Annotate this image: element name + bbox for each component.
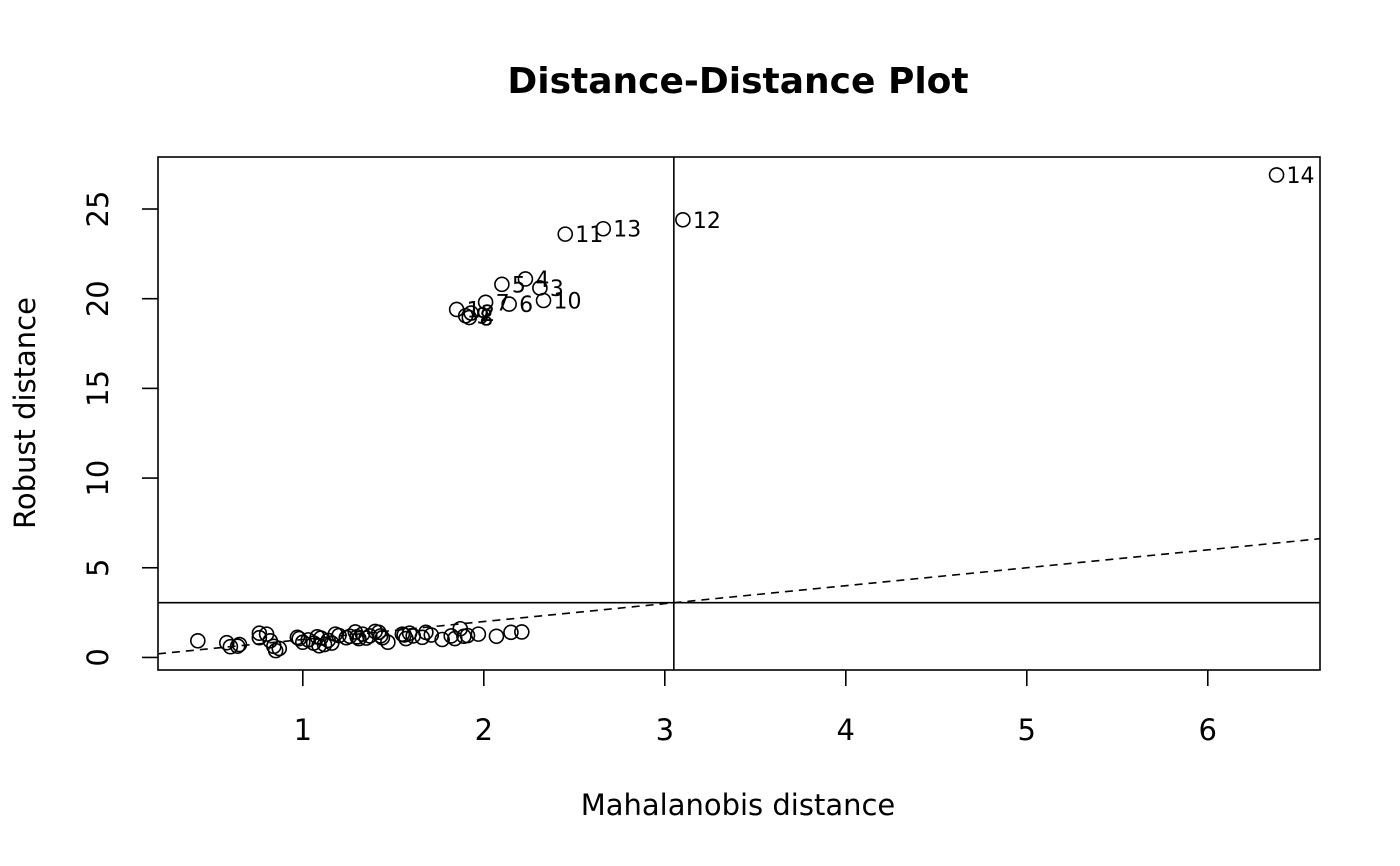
- outlier-label: 10: [554, 289, 582, 314]
- y-tick-label: 20: [81, 280, 115, 317]
- x-tick-label: 6: [1199, 713, 1217, 747]
- outlier-point: [595, 220, 612, 237]
- data-point: [331, 627, 347, 644]
- identity-reference-line: [157, 537, 1321, 655]
- x-tick-label: 4: [837, 713, 855, 747]
- x-tick-label: 2: [475, 713, 493, 747]
- x-axis-label: Mahalanobis distance: [581, 788, 896, 822]
- data-point: [316, 636, 333, 653]
- y-tick-label: 5: [81, 559, 115, 577]
- outlier-label: 6: [519, 293, 533, 318]
- y-axis-label: Robust distance: [8, 297, 42, 529]
- y-tick-label: 15: [81, 370, 115, 407]
- chart-title: Distance-Distance Plot: [507, 61, 968, 102]
- outlier-point: [675, 211, 691, 228]
- outlier-label: 11: [575, 223, 603, 248]
- x-tick-label: 1: [294, 713, 312, 747]
- data-point: [423, 627, 440, 643]
- data-point: [190, 632, 206, 649]
- outlier-label: 4: [535, 268, 549, 293]
- data-point: [351, 630, 367, 647]
- y-axis: 0 5 10 15 20 25: [81, 191, 158, 667]
- y-tick-label: 0: [81, 648, 115, 666]
- outlier-label: 8: [479, 307, 493, 332]
- outlier-label: 14: [1287, 164, 1315, 189]
- data-point: [434, 631, 450, 648]
- data-points: [190, 167, 1285, 659]
- outlier-label: 13: [613, 218, 641, 243]
- data-point: [267, 642, 284, 659]
- y-tick-label: 10: [81, 460, 115, 497]
- x-tick-label: 5: [1018, 713, 1036, 747]
- outlier-label: 9: [476, 305, 490, 330]
- x-tick-label: 3: [656, 713, 674, 747]
- data-point: [459, 627, 476, 644]
- data-point: [229, 638, 246, 654]
- data-point: [271, 640, 288, 657]
- plot-frame: [157, 156, 1321, 671]
- data-point: [251, 629, 268, 646]
- outlier-point: [457, 307, 474, 324]
- data-point: [218, 634, 235, 651]
- outlier-point: [557, 226, 574, 242]
- outlier-point: [1268, 167, 1285, 183]
- data-point: [380, 634, 396, 650]
- data-point: [374, 629, 391, 646]
- y-tick-label: 25: [81, 191, 115, 228]
- data-point: [503, 624, 519, 641]
- outlier-point: [501, 296, 517, 312]
- reference-lines: [157, 157, 1321, 670]
- outlier-label: 3: [550, 277, 564, 302]
- data-point: [414, 629, 431, 646]
- data-point: [231, 636, 248, 653]
- data-point: [291, 630, 307, 647]
- outlier-point: [517, 271, 534, 287]
- data-point: [361, 628, 378, 644]
- data-point: [488, 628, 505, 645]
- outlier-point: [494, 276, 510, 293]
- outlier-point: [535, 292, 552, 309]
- data-point: [251, 625, 268, 642]
- data-point: [222, 638, 239, 655]
- data-point: [514, 624, 530, 640]
- outlier-label: 5: [512, 273, 526, 298]
- outlier-label: 1: [467, 298, 481, 323]
- outlier-point: [477, 294, 494, 311]
- outlier-label: 2: [481, 302, 495, 327]
- outlier-label: 7: [496, 291, 510, 316]
- data-point: [289, 629, 306, 646]
- data-point: [342, 628, 358, 645]
- outlier-label: 12: [693, 209, 721, 234]
- x-axis: 1 2 3 4 5 6: [294, 670, 1217, 747]
- data-point: [470, 626, 487, 642]
